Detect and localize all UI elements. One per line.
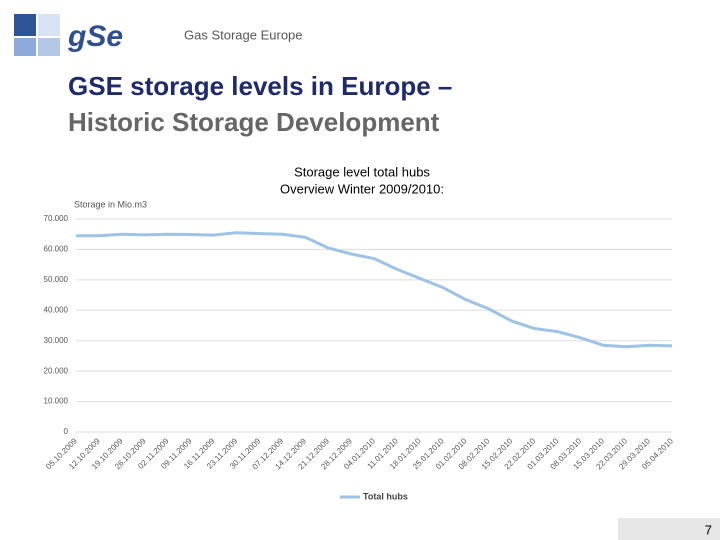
chart-title: Storage level total hubs [294, 164, 430, 179]
data-line [76, 231, 673, 349]
logo-caption: Gas Storage Europe [184, 27, 303, 42]
page-number-box [618, 518, 720, 540]
y-tick-label: 60.000 [44, 245, 69, 254]
y-tick-label: 0 [64, 427, 69, 436]
logo: gSe [67, 20, 123, 53]
y-tick-label: 10.000 [44, 397, 69, 406]
y-tick-label: 30.000 [44, 336, 69, 345]
y-tick-label: 20.000 [44, 366, 69, 375]
y-tick-label: 40.000 [44, 305, 69, 314]
slide-subtitle: Historic Storage Development [68, 107, 440, 137]
logo-square [38, 38, 60, 56]
legend-label: Total hubs [363, 491, 408, 501]
y-axis-label: Storage in Mio.m3 [74, 199, 147, 209]
logo-square [14, 14, 36, 36]
page-number: 7 [705, 522, 712, 537]
y-tick-label: 50.000 [44, 275, 69, 284]
slide-title: GSE storage levels in Europe – [68, 71, 452, 101]
chart-subtitle: Overview Winter 2009/2010: [280, 181, 444, 196]
logo-square [14, 38, 36, 56]
logo-square [38, 14, 60, 36]
y-tick-label: 70.000 [44, 214, 69, 223]
